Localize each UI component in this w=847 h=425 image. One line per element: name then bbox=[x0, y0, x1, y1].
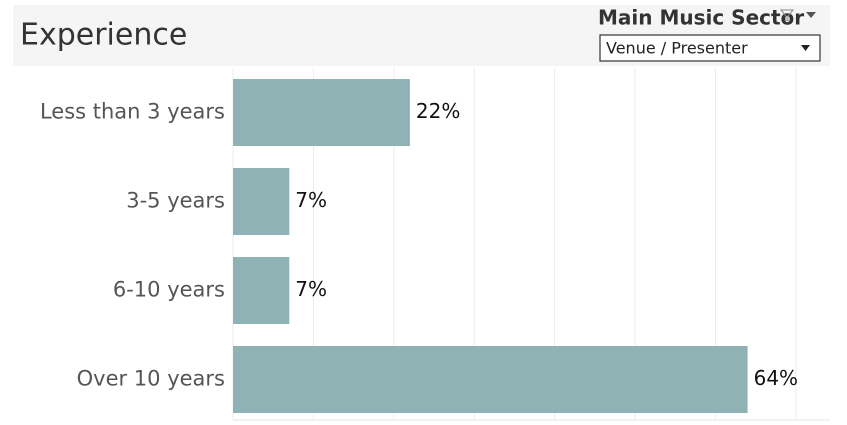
value-label: 64% bbox=[754, 366, 798, 390]
y-tick-label: 3-5 years bbox=[126, 189, 225, 213]
bar bbox=[233, 257, 290, 324]
value-label: 7% bbox=[295, 188, 327, 212]
clear-filter-icon[interactable] bbox=[779, 9, 795, 22]
chart-title: Experience bbox=[20, 18, 187, 53]
filter-dropdown[interactable]: Venue / Presenter bbox=[599, 34, 821, 62]
dropdown-value[interactable]: Venue / Presenter bbox=[606, 39, 748, 58]
menu-arrow[interactable] bbox=[806, 12, 816, 18]
y-tick-label: Less than 3 years bbox=[40, 100, 225, 124]
y-tick-label: Over 10 years bbox=[77, 367, 225, 391]
bar bbox=[233, 346, 748, 413]
y-tick-label: 6-10 years bbox=[113, 278, 225, 302]
dropdown-arrow bbox=[801, 45, 810, 51]
value-label: 22% bbox=[416, 99, 460, 123]
dropdown-box[interactable] bbox=[599, 34, 821, 62]
value-label: 7% bbox=[295, 277, 327, 301]
bar bbox=[233, 79, 410, 146]
bar bbox=[233, 168, 290, 235]
filter-label: Main Music Sector bbox=[598, 6, 804, 30]
filter-icons[interactable] bbox=[779, 9, 816, 22]
